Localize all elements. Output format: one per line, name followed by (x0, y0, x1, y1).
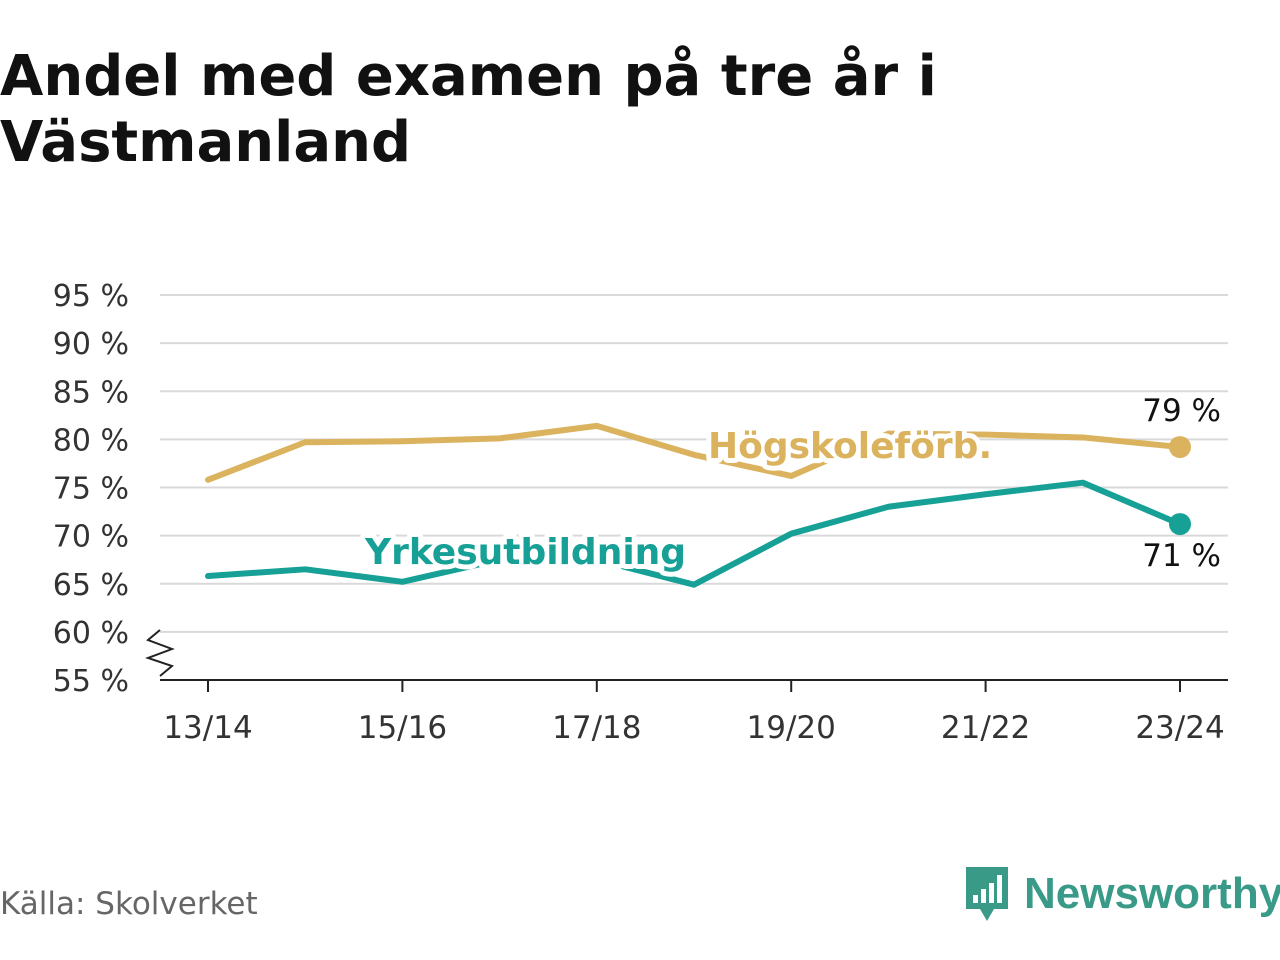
series-lines (205, 422, 1191, 588)
newsworthy-brand: Newsworthy (962, 862, 1280, 926)
series-name-halo: Yrkesutbildning (364, 532, 686, 573)
end-value-label: 79 % (1142, 393, 1221, 429)
y-tick-label: 75 % (53, 472, 129, 507)
series-name-label: Yrkesutbildning (364, 532, 686, 573)
series-labels: 79 %71 %Högskoleförb.Högskoleförb.Yrkesu… (359, 393, 1221, 578)
y-tick-label: 80 % (53, 423, 129, 458)
source-note: Källa: Skolverket (0, 886, 258, 922)
axis-break-icon (145, 629, 175, 677)
y-tick-label: 95 % (53, 279, 129, 314)
y-tick-label: 60 % (53, 616, 129, 651)
x-tick-label: 15/16 (358, 710, 447, 746)
series-end-point (1169, 513, 1191, 536)
x-tick-label: 21/22 (941, 710, 1030, 746)
brand-name: Newsworthy (1024, 869, 1280, 918)
x-tick-label: 13/14 (163, 710, 252, 746)
series-end-point (1169, 436, 1191, 459)
end-value-label: 71 % (1142, 538, 1221, 574)
y-tick-label: 55 % (53, 664, 129, 699)
chart-title: Andel med examen på tre år i Västmanland (0, 44, 937, 175)
x-axis: 13/14 15/16 17/18 19/20 21/22 23/24 (145, 629, 1228, 746)
x-tick-label: 19/20 (747, 710, 836, 746)
x-tick-label: 17/18 (552, 710, 641, 746)
y-axis: 55 % 60 % 65 % 70 % 75 % 80 % 85 % 90 % 95 % (53, 279, 129, 699)
y-tick-label: 85 % (53, 375, 129, 410)
y-tick-label: 70 % (53, 520, 129, 555)
y-tick-label: 90 % (53, 327, 129, 362)
series-name-halo: Högskoleförb. (708, 426, 992, 467)
x-tick-label: 23/24 (1135, 710, 1224, 746)
y-tick-label: 65 % (53, 568, 129, 603)
series-line (205, 479, 1183, 588)
newsworthy-logo-icon (966, 867, 1008, 921)
series-line (205, 422, 1183, 483)
series-name-label: Högskoleförb. (708, 426, 992, 467)
